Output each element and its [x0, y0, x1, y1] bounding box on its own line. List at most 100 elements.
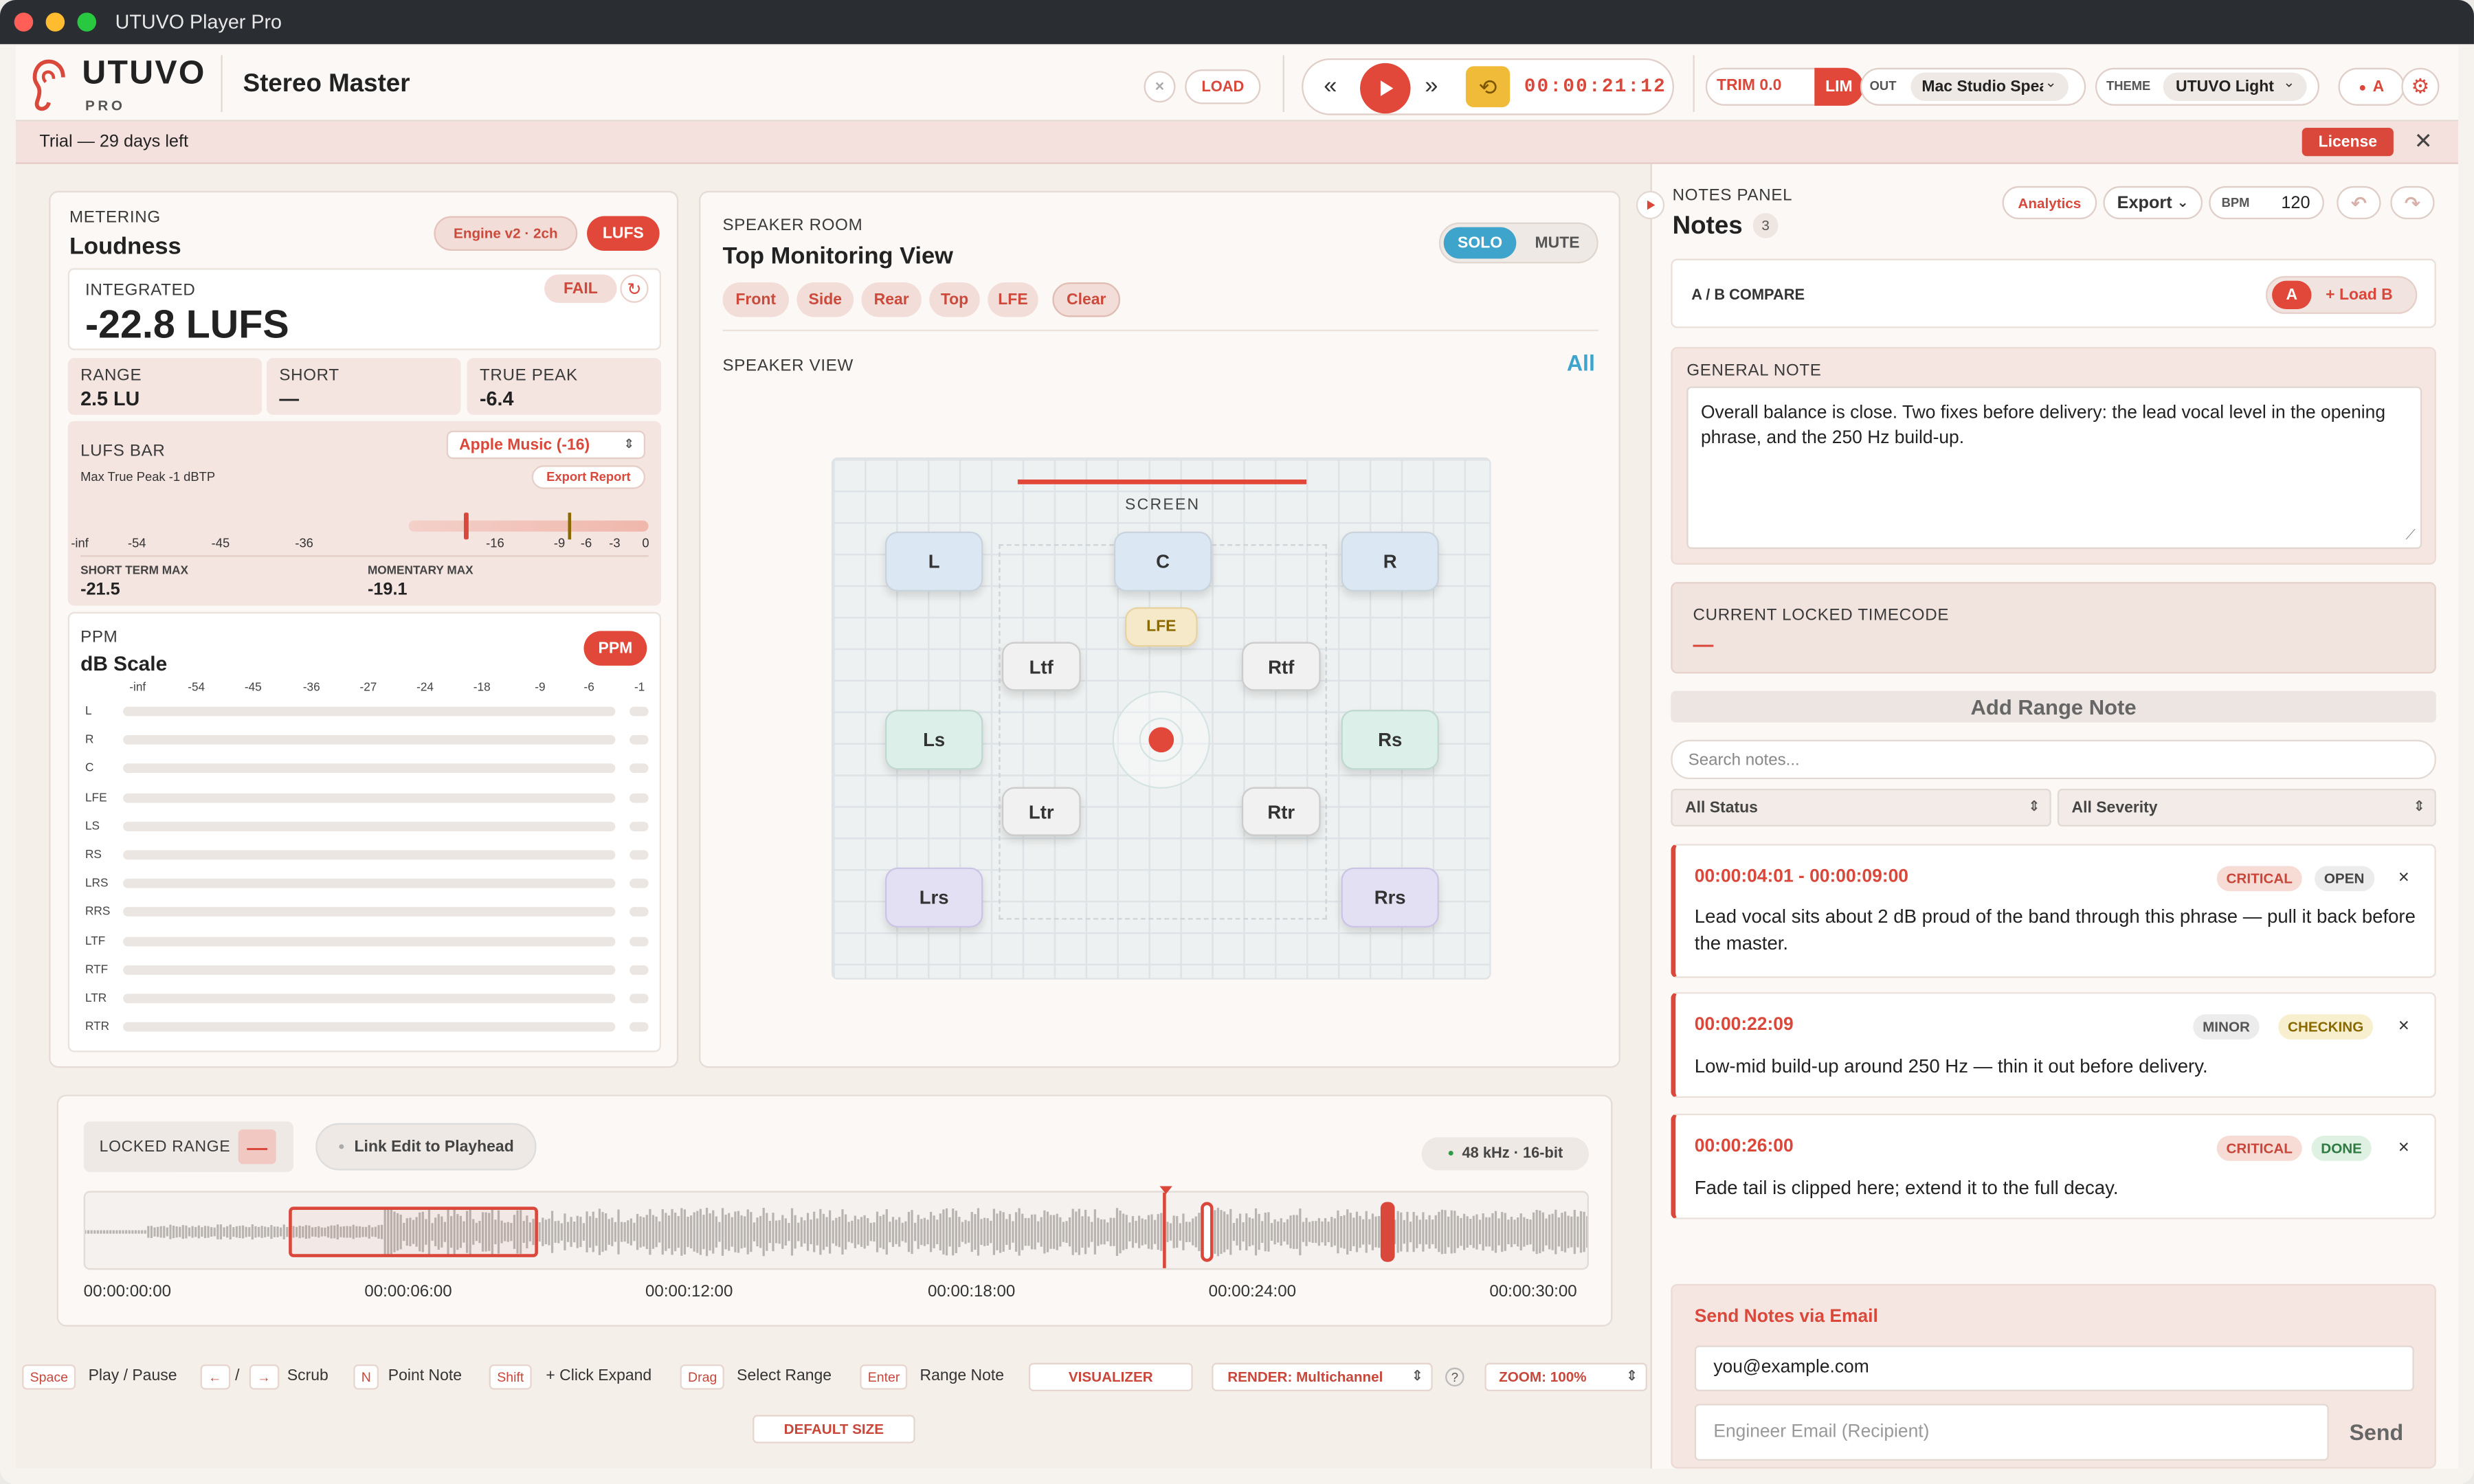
general-note-textarea[interactable]: Overall balance is close. Two fixes befo… [1686, 386, 2422, 549]
ppm-peak-indicator[interactable] [629, 965, 649, 975]
solo-button[interactable]: SOLO [1443, 227, 1517, 259]
resize-handle-icon[interactable]: ⟋ [2405, 526, 2416, 543]
ppm-peak-indicator[interactable] [629, 764, 649, 774]
listener-position-dot[interactable] [1148, 727, 1174, 753]
locked-range-value[interactable]: — [238, 1129, 276, 1165]
trial-banner: Trial — 29 days left License ✕ [15, 121, 2459, 164]
render-select[interactable]: RENDER: Multichannel ⇕ [1212, 1362, 1433, 1391]
speaker-rs[interactable]: Rs [1341, 710, 1439, 770]
ppm-peak-indicator[interactable] [629, 1022, 649, 1032]
speaker-r[interactable]: R [1341, 531, 1439, 592]
speaker-rrs[interactable]: Rrs [1341, 867, 1439, 928]
load-button[interactable]: LOAD [1185, 69, 1261, 104]
ppm-peak-indicator[interactable] [629, 706, 649, 717]
export-report-button[interactable]: Export Report [531, 465, 646, 489]
filter-lfe[interactable]: LFE [988, 282, 1038, 317]
ppm-peak-indicator[interactable] [629, 821, 649, 831]
ab-toggle[interactable]: ● A [2338, 67, 2405, 106]
fast-forward-icon[interactable]: » [1425, 72, 1438, 100]
add-range-note-button[interactable]: Add Range Note [1671, 690, 2436, 723]
short-value: — [279, 387, 300, 410]
status-filter-select[interactable]: All Status ⇕ [1671, 788, 2051, 827]
ppm-peak-indicator[interactable] [629, 850, 649, 860]
load-b-button[interactable]: + Load B [2326, 286, 2393, 305]
locked-range-selection[interactable] [289, 1206, 538, 1257]
locked-timecode-box: CURRENT LOCKED TIMECODE — [1671, 582, 2436, 674]
lufs-mode-button[interactable]: LUFS [587, 216, 660, 251]
ab-a-button[interactable]: A [2272, 280, 2312, 309]
loop-button[interactable]: ⟲ [1465, 66, 1511, 108]
send-button[interactable]: Send [2349, 1419, 2404, 1446]
ppm-meter-bar [123, 908, 616, 917]
reset-button[interactable]: ↻ [620, 274, 649, 303]
speaker-rtf[interactable]: Rtf [1241, 642, 1321, 691]
ppm-button[interactable]: PPM [583, 631, 647, 666]
minimize-window-button[interactable] [45, 12, 65, 32]
speaker-c[interactable]: C [1113, 531, 1212, 592]
target-select[interactable]: Apple Music (-16) ⇕ [446, 430, 646, 460]
export-button[interactable]: Export ⌄ [2103, 186, 2203, 220]
engine-badge[interactable]: Engine v2 · 2ch [434, 216, 578, 251]
delete-note-icon[interactable]: × [2398, 866, 2409, 888]
zoom-select[interactable]: ZOOM: 100% ⇕ [1484, 1362, 1647, 1391]
ppm-peak-indicator[interactable] [629, 879, 649, 889]
link-edit-toggle[interactable]: ● Link Edit to Playhead [315, 1123, 537, 1171]
brand-sub: PRO [85, 98, 126, 114]
speaker-l[interactable]: L [885, 531, 983, 592]
timeline-tick: 00:00:30:00 [1489, 1282, 1577, 1302]
bpm-field[interactable]: BPM 120 [2209, 186, 2324, 220]
ppm-peak-indicator[interactable] [629, 908, 649, 917]
speaker-ltf[interactable]: Ltf [1001, 642, 1081, 691]
speaker-ltr[interactable]: Ltr [1001, 787, 1081, 836]
undo-button[interactable]: ↶ [2337, 186, 2381, 220]
redo-button[interactable]: ↷ [2390, 186, 2435, 220]
delete-note-icon[interactable]: × [2398, 1014, 2409, 1037]
ppm-peak-indicator[interactable] [629, 792, 649, 802]
ppm-peak-indicator[interactable] [629, 993, 649, 1004]
speaker-ls[interactable]: Ls [885, 710, 983, 770]
close-window-button[interactable] [14, 12, 34, 32]
filter-clear[interactable]: Clear [1052, 282, 1121, 317]
rewind-icon[interactable]: « [1324, 72, 1337, 100]
settings-button[interactable]: ⚙ [2401, 67, 2440, 106]
speaker-lrs[interactable]: Lrs [885, 867, 983, 928]
speaker-label: Lrs [919, 886, 949, 909]
speaker-lfe[interactable]: LFE [1124, 607, 1198, 647]
filter-top[interactable]: Top [929, 282, 980, 317]
ppm-peak-indicator[interactable] [629, 735, 649, 745]
limiter-toggle[interactable]: LIM [1814, 67, 1864, 106]
zoom-window-button[interactable] [77, 12, 97, 32]
marker-handle[interactable] [1201, 1202, 1214, 1262]
analytics-button[interactable]: Analytics [2002, 186, 2097, 220]
sender-email-input[interactable]: you@example.com [1694, 1345, 2414, 1391]
status-badge[interactable]: OPEN [2315, 866, 2374, 892]
visualizer-button[interactable]: VISUALIZER [1028, 1362, 1193, 1391]
collapse-panel-button[interactable] [1636, 190, 1665, 220]
delete-note-icon[interactable]: × [2398, 1136, 2409, 1158]
default-size-button[interactable]: DEFAULT SIZE [753, 1415, 915, 1443]
help-icon[interactable]: ? [1445, 1367, 1464, 1387]
note-card[interactable]: 00:00:22:09 MINOR CHECKING × Low-mid bui… [1671, 992, 2436, 1098]
view-all-link[interactable]: All [1566, 350, 1595, 376]
note-card[interactable]: 00:00:04:01 - 00:00:09:00 CRITICAL OPEN … [1671, 844, 2436, 978]
waveform-track[interactable] [83, 1191, 1589, 1270]
severity-filter-select[interactable]: All Severity ⇕ [2057, 788, 2436, 827]
status-badge[interactable]: DONE [2311, 1136, 2372, 1161]
filter-front[interactable]: Front [722, 282, 789, 317]
filter-side[interactable]: Side [796, 282, 854, 317]
playhead[interactable] [1163, 1192, 1166, 1268]
play-button[interactable] [1360, 63, 1411, 114]
filter-rear[interactable]: Rear [861, 282, 922, 317]
engineer-email-input[interactable]: Engineer Email (Recipient) [1694, 1404, 2329, 1461]
note-card[interactable]: 00:00:26:00 CRITICAL DONE × Fade tail is… [1671, 1113, 2436, 1219]
close-banner-icon[interactable]: ✕ [2414, 127, 2433, 153]
marker-handle[interactable] [1380, 1202, 1395, 1262]
search-notes-input[interactable]: Search notes... [1671, 739, 2436, 780]
ppm-peak-indicator[interactable] [629, 936, 649, 946]
status-badge[interactable]: CHECKING [2278, 1014, 2374, 1039]
chevron-down-icon: ⌄ [2283, 74, 2295, 90]
speaker-rtr[interactable]: Rtr [1241, 787, 1321, 836]
clear-button[interactable]: × [1144, 71, 1176, 103]
license-button[interactable]: License [2302, 127, 2394, 157]
mute-button[interactable]: MUTE [1521, 227, 1594, 259]
